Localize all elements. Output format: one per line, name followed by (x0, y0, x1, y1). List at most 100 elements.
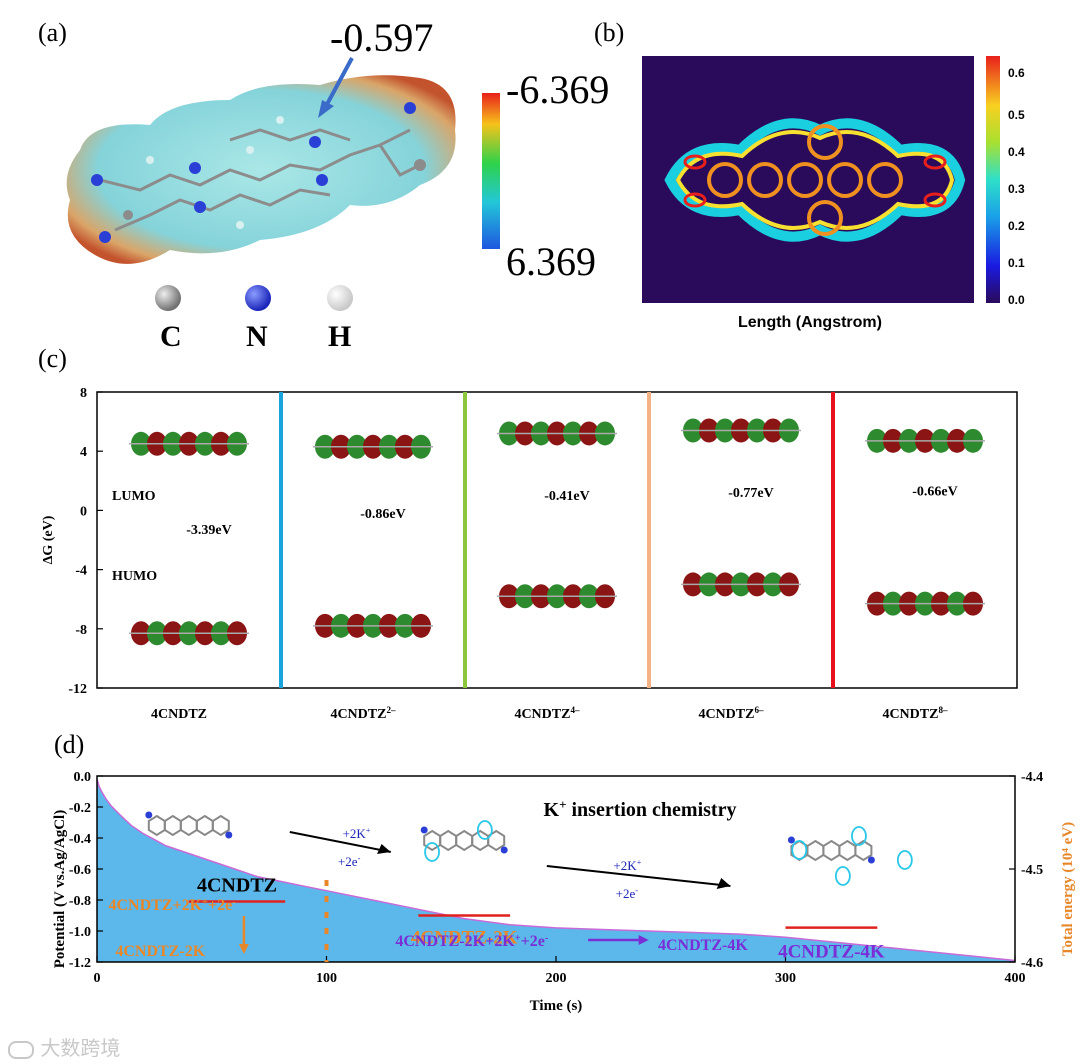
chart-title: K+ insertion chemistry (544, 797, 737, 822)
gap-value-0: -3.39eV (186, 523, 232, 538)
molecule-ring (822, 839, 841, 862)
category-label-4: 4CNDTZ8– (882, 705, 948, 722)
watermark-logo-icon: 大数跨境 (8, 1032, 120, 1061)
k-site-highlight-5 (896, 850, 913, 870)
plot-frame (96, 391, 1018, 689)
x-axis-label: Time (s) (530, 998, 583, 1014)
category-label-3: 4CNDTZ6– (698, 705, 764, 722)
y-tick-label-4: -8 (75, 623, 87, 638)
reaction-arrow-2 (546, 865, 731, 887)
molecule-ring (471, 829, 490, 852)
esp-surface (66, 75, 456, 264)
y-tick-label-1: -0.2 (69, 801, 91, 816)
y-tick-label-2: -0.4 (69, 832, 91, 847)
elf-tick-4: 0.2 (1008, 219, 1025, 233)
product2-text: 4CNDTZ-4K (658, 937, 748, 954)
elf-tick-1: 0.5 (1008, 108, 1025, 122)
lumo-orbital-3 (681, 418, 801, 443)
k-site-highlight-3 (834, 866, 851, 886)
level-label-0: 4CNDTZ (197, 875, 277, 897)
panel-label-c: (c) (38, 344, 67, 373)
reaction2-text: 4CNDTZ-2K+2K++2e- (395, 933, 548, 951)
x-tick-label-3: 300 (775, 971, 796, 986)
y-tick-label-3: -0.6 (69, 863, 91, 878)
panel-label-d: (d) (54, 730, 85, 759)
category-label-2: 4CNDTZ4– (514, 705, 580, 722)
esp-scale-bottom: 6.369 (506, 239, 596, 284)
panel-d-chart: 0 100 200 300 400 0.0 -0.2 -0.4 -0.6 -0.8 -1.0 -1.2… (52, 770, 1076, 1014)
step1-e: +2e- (338, 853, 361, 869)
esp-scale-top: -6.369 (506, 67, 610, 112)
y2-axis-label: Total energy (10⁴ eV) (1060, 822, 1076, 956)
k-site-highlight-0 (424, 842, 440, 862)
elf-rings (664, 118, 966, 242)
annotation-arrow (323, 57, 354, 109)
y-axis-label: Potential (V vs.Ag/AgCl) (52, 810, 68, 968)
y-axis-label: ΔG (eV) (41, 515, 56, 564)
molecule-ring (854, 839, 873, 862)
x-tick-label-4: 400 (1005, 971, 1026, 986)
lumo-orbital-4 (865, 428, 985, 453)
panel-c-chart: 8 4 0 -4 -8 -12 ΔG (eV) LUMO HUMO -3.39eV 4CNDTZ -0… (41, 386, 1018, 722)
level-label-1: 4CNDTZ-2K (411, 928, 518, 949)
orange-down-arrowhead (238, 944, 249, 954)
purple-arrowhead (638, 935, 649, 945)
legend-hydrogen-label: H (328, 320, 352, 353)
homo-orbital-1 (313, 613, 433, 638)
molecule-ring (455, 829, 474, 852)
molecule-sketch-0 (145, 811, 233, 839)
hydrogen-sphere-icon (327, 285, 353, 311)
molecule-ring (487, 829, 506, 852)
homo-label: HUMO (112, 569, 157, 584)
molecule-ring (806, 839, 825, 862)
homo-orbital-2 (497, 584, 617, 609)
lumo-label: LUMO (112, 489, 156, 504)
molecule-atom (420, 826, 428, 834)
elf-tick-2: 0.4 (1008, 145, 1025, 159)
carbon-sphere-icon (155, 285, 181, 311)
legend-nitrogen-label: N (246, 320, 268, 353)
molecule-atom (225, 831, 233, 839)
gap-value-2: -0.41eV (544, 489, 590, 504)
x-tick-label-0: 0 (94, 971, 101, 986)
elf-tick-3: 0.3 (1008, 182, 1025, 196)
molecule-ring (211, 814, 230, 837)
k-site-highlight-4 (851, 826, 867, 846)
step1-k: +2K+ (343, 825, 371, 841)
level-label-2: 4CNDTZ-4K (778, 942, 885, 963)
y2-tick-label-1: -4.5 (1021, 863, 1043, 878)
molecule-ring (439, 829, 458, 852)
step2-k: +2K+ (613, 857, 641, 873)
molecule-ring (838, 839, 857, 862)
molecule-skeleton (99, 128, 421, 232)
y-tick-label-5: -1.0 (69, 925, 91, 940)
molecule-ring (179, 814, 198, 837)
y2-tick-label-2: -4.6 (1021, 956, 1043, 971)
y-tick-label-0: 8 (80, 386, 87, 401)
x-tick-label-1: 100 (316, 971, 337, 986)
elf-tick-0: 0.6 (1008, 66, 1025, 80)
watermark-text: 大数跨境 (40, 1036, 121, 1060)
molecule-sketch-2 (787, 836, 875, 864)
y-tick-label-1: 4 (80, 445, 87, 460)
esp-annotation-value: -0.597 (330, 15, 434, 60)
elf-xlabel: Length (Angstrom) (738, 314, 882, 331)
y-tick-label-6: -1.2 (69, 956, 91, 971)
x-tick-label-2: 200 (546, 971, 567, 986)
category-label-1: 4CNDTZ2– (330, 705, 396, 722)
molecule-ring (147, 814, 166, 837)
reaction-arrowhead-2 (716, 878, 731, 889)
reaction-arrow-1 (289, 831, 391, 853)
molecule-sketch-1 (420, 826, 508, 854)
elf-tick-6: 0.0 (1008, 293, 1025, 307)
k-site-highlight-2 (791, 840, 808, 860)
reaction-arrowhead-1 (376, 844, 391, 854)
elf-map (642, 56, 974, 303)
y-tick-label-4: -0.8 (69, 894, 91, 909)
homo-orbital-3 (681, 572, 801, 597)
molecule-ring (163, 814, 182, 837)
elf-colorbar (986, 56, 1000, 303)
lumo-orbital-2 (497, 421, 617, 446)
y-tick-label-0: 0.0 (74, 770, 92, 785)
nitrogen-sphere-icon (245, 285, 271, 311)
